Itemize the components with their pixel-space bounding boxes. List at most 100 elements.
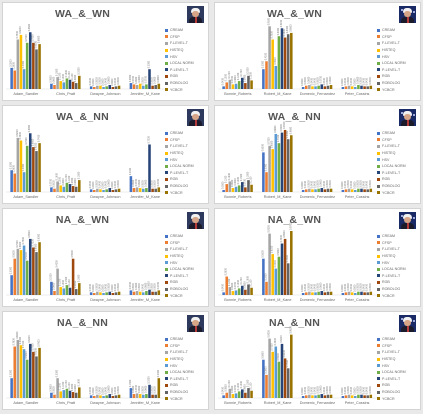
data-label: 0.7400 [277, 134, 280, 142]
bar [62, 390, 66, 398]
x-tick-label: Adam_Sandler [13, 401, 39, 405]
bar [244, 289, 247, 295]
data-label: 0.0400 [366, 386, 369, 394]
portrait-thumbnail [399, 109, 416, 126]
data-label: 0.5200 [25, 252, 28, 260]
bar [151, 291, 154, 295]
data-label: 0.8900 [28, 124, 31, 132]
bar [38, 44, 41, 89]
bar [135, 291, 139, 295]
data-label: 0.7200 [148, 135, 151, 143]
data-label: 0.6800 [31, 138, 34, 146]
bar [157, 378, 161, 398]
legend-item: P-LEVEL-T [377, 67, 417, 74]
data-label: 0.0500 [360, 77, 363, 85]
bar [344, 189, 348, 192]
data-label: 0.0300 [341, 284, 344, 292]
bar [228, 181, 232, 192]
data-label: 0.6800 [19, 241, 22, 249]
data-label: 0.7000 [31, 343, 34, 351]
legend-label: LOCAL NORM [382, 164, 406, 169]
data-label: 0.8600 [28, 23, 31, 31]
legend-item: HSV [377, 259, 417, 266]
data-label: 0.1800 [56, 68, 59, 76]
data-label: 0.0400 [89, 77, 92, 85]
bar [108, 85, 112, 89]
legend-swatch [165, 28, 168, 32]
bar [317, 188, 320, 192]
legend-item: F-LEVEL-T [377, 40, 417, 47]
data-label: 0.0500 [304, 77, 307, 85]
data-label: 0.1100 [250, 279, 253, 287]
data-label: 0.0400 [310, 77, 313, 85]
data-label: 0.0500 [326, 180, 329, 188]
legend-label: RGB [170, 383, 178, 388]
data-label: 0.1200 [228, 278, 231, 286]
legend-item: F-LEVEL-T [165, 143, 205, 150]
bar [326, 85, 330, 89]
x-tick-label: Jennifer_M_Kane [130, 195, 160, 199]
bar [35, 49, 38, 89]
chart-legend: CREAM CFSP F-LEVEL-T HISTEQ HSV LOCAL NORM P-L… [377, 233, 417, 299]
data-label: 0.7800 [283, 29, 286, 37]
bar [68, 287, 72, 295]
legend-swatch [377, 337, 380, 341]
data-label: 0.1200 [225, 175, 228, 183]
data-label: 0.0400 [114, 386, 117, 394]
legend-item: P-LEVEL-T [377, 170, 417, 177]
bar [237, 288, 241, 295]
bar [274, 65, 278, 89]
data-label: 0.0500 [326, 386, 329, 394]
data-label: 0.2000 [264, 273, 267, 281]
bar [274, 346, 278, 398]
data-label: 0.0400 [314, 77, 317, 85]
chart-legend: CREAM CFSP F-LEVEL-T HISTEQ HSV LOCAL NORM P-L… [377, 27, 417, 93]
data-label: 0.0800 [62, 178, 65, 186]
data-label: 0.0600 [356, 76, 359, 84]
legend-swatch [165, 377, 168, 381]
data-label: 0.0500 [360, 386, 363, 394]
bar [280, 28, 284, 90]
data-label: 0.1800 [77, 171, 80, 179]
legend-item: YCBCR [377, 292, 417, 299]
data-label: 0.1500 [65, 276, 68, 284]
x-tick-label: Dwayne_Johnson [90, 92, 120, 96]
legend-label: HSV [382, 260, 390, 265]
bar [114, 395, 118, 398]
data-label: 0.0900 [71, 177, 74, 185]
data-label: 0.0400 [310, 283, 313, 291]
data-label: 0.2800 [13, 62, 16, 70]
data-label: 0.0400 [304, 180, 307, 188]
bar [357, 291, 360, 295]
legend-swatch [377, 61, 380, 65]
legend-swatch [165, 241, 168, 245]
x-tick-label: Chris_Pratt [56, 92, 76, 96]
legend-label: LOCAL NORM [170, 61, 194, 66]
bar [265, 172, 268, 192]
data-label: 0.0400 [350, 386, 353, 394]
legend-label: F-LEVEL-T [382, 41, 400, 46]
x-tick-label: Chris_Pratt [56, 401, 76, 405]
bar [38, 242, 41, 295]
data-label: 0.0400 [323, 180, 326, 188]
bar [231, 188, 235, 192]
bar [53, 291, 56, 295]
x-tick-label: Bonnie_Roberts [224, 195, 251, 199]
bar [317, 291, 320, 295]
bar [96, 188, 99, 192]
bar [314, 86, 317, 89]
data-label: 0.0500 [356, 180, 359, 188]
bar [35, 151, 38, 192]
bar [74, 289, 78, 295]
data-label: 0.0700 [157, 281, 160, 289]
data-label: 0.3000 [10, 266, 13, 274]
data-label: 0.3200 [10, 59, 13, 67]
bar [222, 190, 225, 192]
legend-swatch [165, 350, 168, 354]
bar [311, 395, 314, 398]
legend-item: HISTEQ [165, 253, 205, 260]
chart-title: WA_&_NN [56, 111, 109, 123]
bar [308, 394, 311, 398]
legend-label: LOCAL NORM [170, 164, 194, 169]
data-label: 0.3300 [10, 161, 13, 169]
